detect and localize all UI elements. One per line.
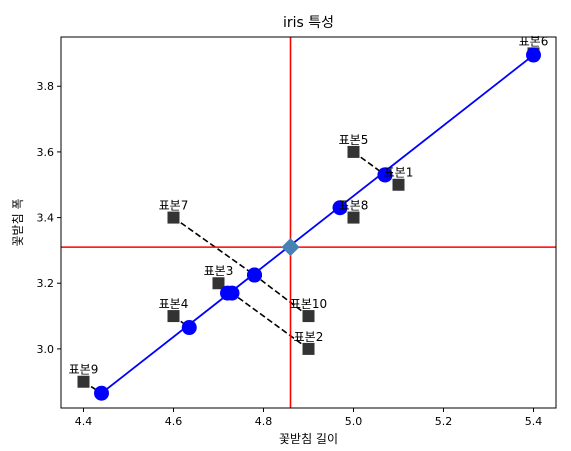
y-tick-label: 3.0 bbox=[37, 343, 55, 356]
sample-label: 표본5 bbox=[339, 133, 369, 147]
projected-point bbox=[377, 167, 393, 183]
sample-label: 표본4 bbox=[159, 297, 189, 311]
x-tick-label: 5.4 bbox=[525, 415, 543, 428]
projected-point bbox=[94, 385, 109, 401]
projection-dashed-line bbox=[173, 216, 255, 276]
plot-area: 표본1 표본2 표본3 표본4 표본5 표본6 표본7 표본8 표본9 표본10 bbox=[61, 34, 556, 408]
x-tick-label: 5.0 bbox=[345, 415, 363, 428]
y-tick-label: 3.6 bbox=[37, 146, 55, 159]
sample-label: 표본6 bbox=[519, 34, 549, 48]
sample-point bbox=[167, 310, 180, 323]
projection-dashed-line bbox=[231, 292, 309, 350]
x-tick-label: 4.8 bbox=[255, 415, 273, 428]
y-tick-label: 3.2 bbox=[37, 277, 55, 290]
sample-point bbox=[77, 375, 90, 388]
sample-label: 표본10 bbox=[290, 297, 327, 311]
projected-point bbox=[181, 320, 197, 336]
sample-point bbox=[302, 310, 315, 323]
x-tick-label: 5.2 bbox=[435, 415, 453, 428]
x-tick-label: 4.4 bbox=[75, 415, 93, 428]
chart-title: iris 특성 bbox=[283, 15, 334, 31]
mean-point bbox=[281, 238, 300, 257]
sample-label: 표본9 bbox=[69, 363, 99, 377]
sample-point bbox=[212, 277, 225, 290]
sample-point bbox=[347, 145, 360, 158]
projected-point bbox=[526, 47, 541, 63]
projected-point bbox=[247, 267, 262, 283]
y-tick-label: 3.4 bbox=[37, 212, 55, 225]
x-axis-label: 꽃받침 길이 bbox=[279, 432, 338, 446]
y-tick-label: 3.8 bbox=[37, 80, 55, 93]
plot-frame bbox=[60, 36, 557, 409]
sample-point bbox=[347, 211, 360, 224]
sample-label: 표본1 bbox=[384, 166, 414, 180]
sample-label: 표본7 bbox=[159, 199, 189, 213]
y-axis-label: 꽃받침 폭 bbox=[11, 199, 25, 247]
axis-ticks: 4.4 4.6 4.8 5.0 5.2 5.4 3.0 3.2 3.4 3.6 3.8 bbox=[37, 80, 543, 428]
x-tick-label: 4.6 bbox=[165, 415, 183, 428]
sample-point bbox=[302, 342, 315, 355]
principal-axis-line bbox=[100, 54, 535, 394]
projected-point bbox=[220, 285, 235, 301]
projection-dashed-line bbox=[254, 274, 309, 317]
sample-label: 표본3 bbox=[204, 264, 234, 278]
sample-point bbox=[392, 178, 405, 191]
sample-label: 표본8 bbox=[339, 199, 369, 213]
projected-point bbox=[332, 200, 348, 216]
sample-label: 표본2 bbox=[294, 330, 324, 344]
sample-point bbox=[167, 211, 180, 224]
plot-content bbox=[61, 37, 556, 408]
